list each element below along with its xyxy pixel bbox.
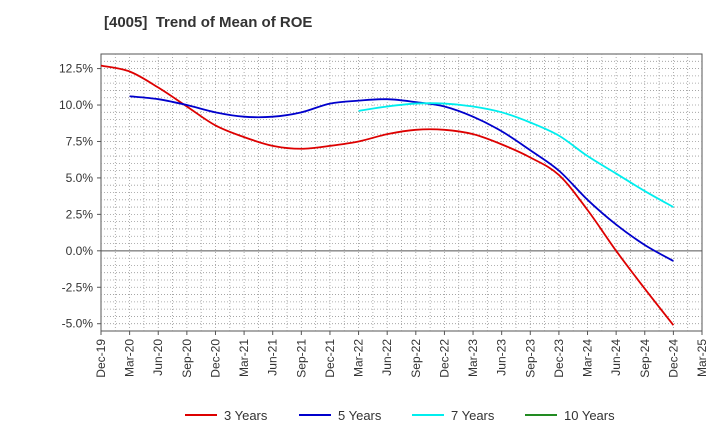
x-tick-label: Jun-22 [380, 339, 394, 376]
x-tick-label: Mar-23 [466, 339, 480, 377]
y-tick-label: 2.5% [66, 207, 94, 221]
x-tick-label: Jun-21 [266, 339, 280, 376]
x-tick-label: Sep-21 [294, 339, 308, 378]
chart-title: [4005] Trend of Mean of ROE [104, 14, 313, 31]
x-tick-label: Mar-21 [237, 339, 251, 377]
legend-label-5-years: 5 Years [338, 408, 382, 423]
x-tick-label: Mar-25 [695, 339, 709, 377]
x-tick-label: Sep-24 [638, 339, 652, 378]
y-tick-label: -5.0% [62, 317, 94, 331]
x-tick-label: Jun-24 [609, 339, 623, 376]
series-line-3-years [100, 64, 675, 326]
y-tick-label: 5.0% [66, 171, 94, 185]
y-tick-label: 10.0% [59, 98, 93, 112]
y-tick-label: -2.5% [62, 280, 94, 294]
legend-label-10-years: 10 Years [564, 408, 615, 423]
x-tick-label: Sep-22 [409, 339, 423, 378]
x-tick-label: Jun-23 [495, 339, 509, 376]
x-tick-label: Dec-22 [437, 339, 451, 378]
y-tick-label: 7.5% [66, 134, 94, 148]
x-tick-label: Sep-23 [523, 339, 537, 378]
x-tick-label: Mar-24 [581, 339, 595, 377]
series-line-7-years [358, 102, 674, 208]
x-tick-label: Mar-20 [123, 339, 137, 377]
x-tick-label: Dec-20 [208, 339, 222, 378]
x-tick-label: Dec-23 [552, 339, 566, 378]
y-tick-label: 12.5% [59, 62, 93, 76]
x-tick-label: Sep-20 [180, 339, 194, 378]
legend-label-3-years: 3 Years [224, 408, 268, 423]
x-tick-label: Dec-21 [323, 339, 337, 378]
x-tick-label: Dec-24 [666, 339, 680, 378]
series-line-5-years [129, 95, 674, 262]
x-tick-label: Mar-22 [352, 339, 366, 377]
legend-label-7-years: 7 Years [451, 408, 495, 423]
y-tick-label: 0.0% [66, 244, 94, 258]
x-tick-label: Dec-19 [94, 339, 108, 378]
x-tick-label: Jun-20 [151, 339, 165, 376]
